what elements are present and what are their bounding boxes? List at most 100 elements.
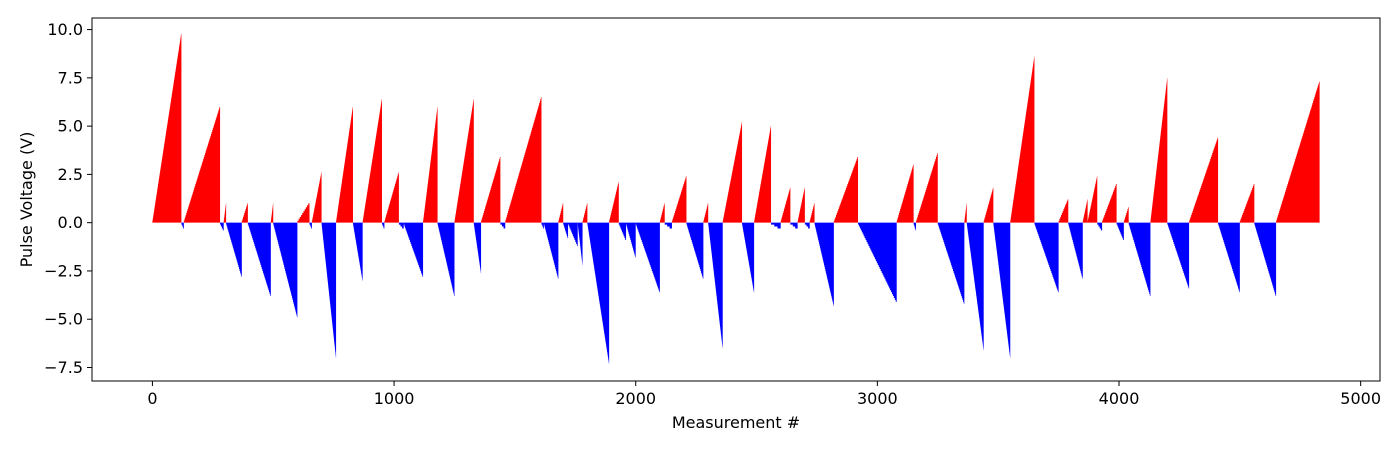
x-axis-ticks: 0 1000 2000 3000 4000 5000 [147,381,1381,408]
pulse-sweep-29 [543,222,559,279]
pulse-sweep-74 [1116,222,1124,241]
y-axis-ticks: −7.5 −5.0 −2.5 0.0 2.5 5.0 7.5 10.0 [44,20,92,377]
pulse-sweep-41 [664,222,672,229]
pulse-sweep-43 [686,222,704,279]
pulse-sweep-56 [833,157,859,223]
pulse-sweep-11 [309,222,312,229]
pulse-sweep-31 [563,222,569,239]
x-tick-label: 0 [147,389,157,408]
y-tick-label: −5.0 [44,310,83,329]
x-axis-label: Measurement # [672,413,800,432]
pulse-sweep-55 [814,222,834,306]
pulse-sweep-4 [223,203,227,223]
pulse-sweep-48 [754,126,772,223]
pulse-sweep-26 [500,222,506,229]
pulse-sweep-10 [297,203,310,223]
y-axis-label: Pulse Voltage (V) [17,132,36,268]
y-tick-label: 10.0 [47,20,83,39]
y-tick-label: −7.5 [44,358,83,377]
pulse-sweep-36 [609,182,619,223]
pulse-sweep-58 [896,164,914,223]
pulse-sweep-25 [481,157,501,223]
pulse-sweep-78 [1167,222,1190,289]
pulse-sweep-20 [403,222,424,277]
pulse-sweep-19 [398,222,404,229]
pulse-sweep-21 [423,106,438,223]
y-tick-label: 7.5 [58,68,83,87]
pulse-bars [152,33,1320,364]
x-tick-label: 4000 [1099,389,1140,408]
pulse-sweep-46 [722,122,743,223]
pulse-sweep-83 [1276,81,1320,223]
y-tick-label: −2.5 [44,261,83,280]
pulse-sweep-23 [454,99,474,223]
pulse-sweep-37 [618,222,627,241]
pulse-sweep-79 [1189,137,1219,223]
y-tick-label: 5.0 [58,117,83,136]
pulse-sweep-42 [671,176,687,223]
pulse-sweep-28 [541,222,544,229]
pulse-sweep-50 [780,187,791,223]
pulse-sweep-0 [152,33,182,223]
pulse-sweep-53 [804,222,810,229]
pulse-sweep-38 [626,222,636,258]
pulse-sweep-3 [220,222,224,231]
pulse-sweep-70 [1082,199,1088,223]
pulse-sweep-18 [384,172,399,223]
pulse-sweep-33 [577,222,583,266]
pulse-sweep-54 [809,203,815,223]
pulse-sweep-35 [587,222,610,364]
pulse-sweep-12 [311,172,322,223]
pulse-sweep-77 [1150,77,1168,223]
x-tick-label: 1000 [374,389,415,408]
plot-frame [91,17,1381,382]
x-tick-label: 5000 [1340,389,1381,408]
pulse-sweep-13 [321,222,337,358]
pulse-sweep-57 [858,222,897,302]
pulse-sweep-5 [226,222,242,277]
pulse-sweep-15 [352,222,363,281]
pulse-sweep-76 [1128,222,1151,297]
pulse-sweep-22 [437,222,455,297]
pulse-sweep-82 [1254,222,1277,297]
pulse-sweep-75 [1123,207,1129,223]
pulse-sweep-72 [1097,222,1103,231]
pulse-sweep-44 [703,203,709,223]
pulse-sweep-60 [916,153,938,223]
pulse-sweep-9 [273,222,298,318]
pulse-sweep-69 [1068,222,1083,279]
pulse-sweep-32 [568,222,578,246]
pulse-sweep-81 [1239,184,1255,223]
pulse-sweep-49 [771,222,781,229]
x-tick-label: 2000 [615,389,656,408]
pulse-sweep-65 [993,222,1011,358]
pulse-sweep-7 [247,222,271,297]
pulse-sweep-14 [336,106,353,223]
y-tick-label: 2.5 [58,165,83,184]
pulse-sweep-67 [1034,222,1059,293]
pulse-sweep-45 [708,222,723,349]
pulse-sweep-17 [381,222,385,229]
pulse-sweep-34 [582,203,588,223]
pulse-sweep-61 [937,222,965,304]
pulse-sweep-62 [964,203,967,223]
pulse-sweep-30 [558,203,564,223]
pulse-sweep-39 [635,222,660,293]
pulse-sweep-66 [1010,56,1035,223]
pulse-sweep-52 [797,187,805,223]
pulse-sweep-59 [913,222,917,231]
pulse-sweep-6 [241,203,248,223]
pulse-sweep-64 [983,187,994,223]
pulse-sweep-68 [1058,199,1069,223]
pulse-sweep-8 [270,203,274,223]
pulse-sweep-40 [659,203,665,223]
pulse-sweep-80 [1218,222,1240,293]
pulse-sweep-1 [181,222,184,229]
pulse-sweep-47 [742,222,755,293]
pulse-sweep-24 [473,222,482,273]
pulse-sweep-51 [790,222,798,229]
y-tick-label: 0.0 [58,213,83,232]
pulse-sweep-27 [505,97,542,223]
x-tick-label: 3000 [857,389,898,408]
